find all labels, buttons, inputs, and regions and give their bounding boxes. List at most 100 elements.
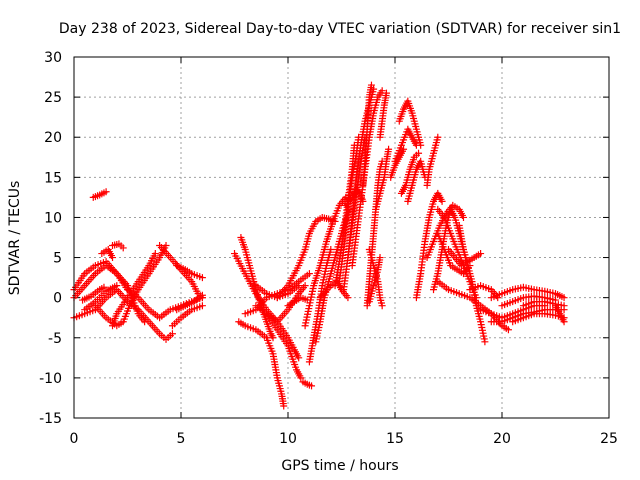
- series-track-60: [509, 310, 568, 326]
- data-point: [198, 274, 206, 282]
- data-point: [378, 302, 386, 310]
- x-tick-label: 15: [386, 431, 404, 447]
- x-axis-ticks: 0 5 10 15 20 25: [70, 57, 618, 447]
- grid-lines: [74, 57, 609, 418]
- y-tick-label: -5: [48, 331, 62, 347]
- series-track-47: [423, 133, 442, 189]
- series-track-58: [487, 283, 568, 302]
- series-track-34: [331, 141, 358, 290]
- data-point: [113, 282, 121, 290]
- series-track-42: [395, 97, 425, 149]
- series-track-25: [301, 193, 350, 330]
- x-tick-label: 5: [177, 431, 186, 447]
- data-point: [438, 197, 446, 205]
- series-track-13: [168, 302, 206, 330]
- data-point: [168, 330, 176, 338]
- series-track-46: [412, 189, 446, 302]
- data-point: [119, 244, 127, 252]
- series-track-09: [81, 282, 121, 314]
- data-point: [385, 145, 393, 153]
- y-tick-label: 20: [44, 130, 62, 146]
- data-point: [434, 133, 442, 141]
- data-point: [280, 402, 288, 410]
- series-track-31: [348, 87, 386, 270]
- data-point: [327, 246, 335, 254]
- series-track-11: [156, 242, 206, 302]
- y-tick-label: 0: [53, 291, 62, 307]
- series-track-51: [445, 246, 485, 270]
- y-tick-label: 5: [53, 251, 62, 267]
- series-track-38: [365, 254, 384, 306]
- data-point: [297, 374, 305, 382]
- series-track-23: [284, 294, 311, 310]
- data-point: [100, 283, 108, 291]
- data-point: [295, 354, 303, 362]
- data-point: [459, 213, 467, 221]
- series-track-05: [109, 250, 159, 330]
- y-tick-label: 15: [44, 170, 62, 186]
- series-track-14: [173, 262, 206, 282]
- data-point: [109, 254, 117, 262]
- series-track-59: [498, 292, 559, 310]
- data-point: [305, 270, 313, 278]
- y-tick-label: 25: [44, 90, 62, 106]
- data-point: [350, 141, 358, 149]
- y-axis-ticks: -15 -10 -5 0 5 10 15 20 25 30: [39, 50, 609, 427]
- plot-frame: [73, 56, 610, 419]
- series-track-35: [359, 81, 375, 189]
- data-point: [560, 302, 568, 310]
- data-point: [382, 89, 390, 97]
- series-track-52: [434, 229, 474, 278]
- series-track-10: [98, 246, 117, 262]
- data-point: [308, 382, 316, 390]
- y-axis-label: SDTVAR / TECUs: [7, 181, 23, 296]
- series-track-17: [235, 318, 288, 410]
- x-tick-label: 20: [493, 431, 511, 447]
- series-track-43: [387, 145, 408, 181]
- data-point: [355, 133, 363, 141]
- data-point: [198, 291, 206, 299]
- data-point: [151, 250, 159, 258]
- series-track-28: [316, 278, 352, 302]
- series-track-24: [299, 378, 316, 390]
- series-track-40: [376, 89, 390, 141]
- chart-title: Day 238 of 2023, Sidereal Day-to-day VTE…: [59, 21, 621, 37]
- x-axis-label: GPS time / hours: [281, 458, 398, 474]
- data-point: [198, 302, 206, 310]
- series-track-08: [79, 283, 108, 304]
- y-tick-label: 30: [44, 50, 62, 66]
- data-point: [417, 141, 425, 149]
- data-point: [481, 338, 489, 346]
- data-point: [102, 188, 110, 196]
- data-point: [269, 334, 277, 342]
- data-points-layer: [70, 81, 568, 410]
- data-point: [560, 318, 568, 326]
- data-point: [162, 242, 170, 250]
- data-point: [295, 282, 303, 290]
- data-point: [400, 145, 408, 153]
- y-tick-label: -10: [39, 371, 62, 387]
- data-point: [344, 294, 352, 302]
- series-track-39: [372, 145, 393, 213]
- data-point: [141, 318, 149, 326]
- x-tick-label: 10: [279, 431, 297, 447]
- series-track-06: [89, 188, 110, 201]
- series-track-41: [391, 125, 420, 165]
- y-tick-label: -15: [39, 411, 62, 427]
- series-track-37: [365, 246, 386, 310]
- data-point: [504, 326, 512, 334]
- data-point: [376, 254, 384, 262]
- data-point: [560, 294, 568, 302]
- data-point: [378, 87, 386, 95]
- series-track-07: [109, 240, 127, 252]
- data-point: [415, 149, 423, 157]
- series-track-62: [552, 302, 568, 326]
- x-tick-label: 25: [600, 431, 618, 447]
- data-point: [367, 81, 375, 89]
- series-track-12: [173, 291, 206, 314]
- series-track-44: [397, 149, 423, 197]
- data-point: [301, 282, 309, 290]
- series-track-45: [404, 157, 429, 205]
- x-tick-label: 0: [70, 431, 79, 447]
